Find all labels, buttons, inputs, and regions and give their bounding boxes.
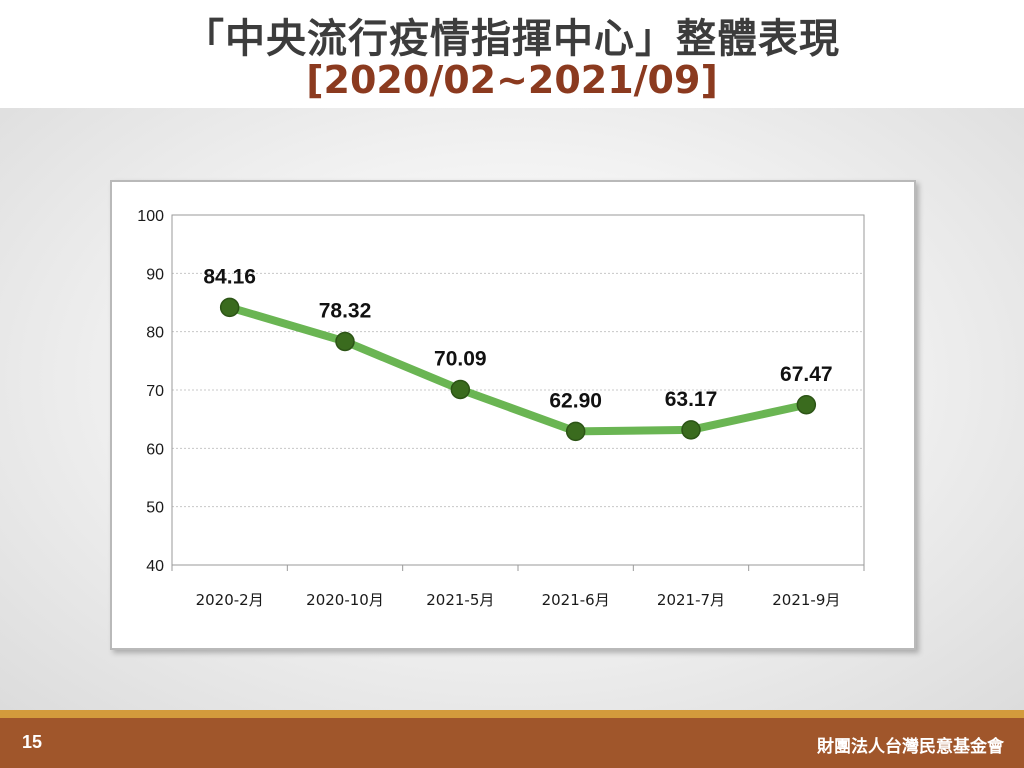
x-tick-label: 2021-5月	[426, 591, 494, 609]
x-tick-label: 2021-9月	[772, 591, 840, 609]
y-tick-label: 40	[146, 558, 164, 575]
data-label: 62.90	[549, 389, 602, 412]
data-label-layer: 84.16 78.32 70.09 62.90 63.17 67.47	[203, 265, 832, 412]
series-line	[225, 303, 811, 436]
data-label: 63.17	[665, 388, 718, 411]
data-point	[796, 395, 817, 415]
slide-title: 「中央流行疫情指揮中心」整體表現	[184, 16, 840, 62]
gridlines	[172, 272, 864, 508]
x-tick-label: 2020-2月	[196, 591, 264, 609]
data-label: 78.32	[319, 299, 372, 322]
series-layer	[225, 303, 811, 436]
data-label: 84.16	[203, 265, 256, 288]
data-point	[681, 420, 701, 440]
title-area: 「中央流行疫情指揮中心」整體表現 [2020/02~2021/09]	[0, 0, 1024, 108]
y-tick-label: 100	[137, 208, 164, 225]
y-tick-labels: 40 50 60 70 80 90 100	[137, 208, 164, 575]
x-tick-label: 2020-10月	[306, 591, 384, 609]
data-point	[450, 379, 471, 400]
y-tick-label: 50	[146, 500, 164, 517]
x-tick-label: 2021-6月	[542, 591, 610, 609]
footer-accent-bar	[0, 710, 1024, 718]
data-point	[219, 297, 240, 318]
data-point	[335, 331, 355, 352]
y-tick-label: 90	[146, 266, 164, 283]
slide-subtitle: [2020/02~2021/09]	[306, 58, 718, 102]
page-number: 15	[22, 732, 43, 752]
footer-bar: 15 財團法人台灣民意基金會	[0, 718, 1024, 768]
y-tick-label: 60	[146, 441, 164, 458]
marker-layer	[219, 297, 817, 442]
data-label: 70.09	[434, 347, 487, 370]
y-tick-label: 70	[146, 383, 164, 400]
organization-name: 財團法人台灣民意基金會	[817, 737, 1004, 757]
data-point	[565, 421, 586, 442]
x-tick-labels: 2020-2月 2020-10月 2021-5月 2021-6月 2021-7月 2021…	[196, 591, 841, 609]
data-label: 67.47	[780, 363, 833, 386]
x-tick-label: 2021-7月	[657, 591, 725, 609]
chart-frame: 40 50 60 70 80 90 100 2020-2月 2020-10月 2021-5月 20…	[110, 180, 916, 650]
axes	[171, 214, 865, 571]
y-tick-label: 80	[146, 325, 164, 342]
